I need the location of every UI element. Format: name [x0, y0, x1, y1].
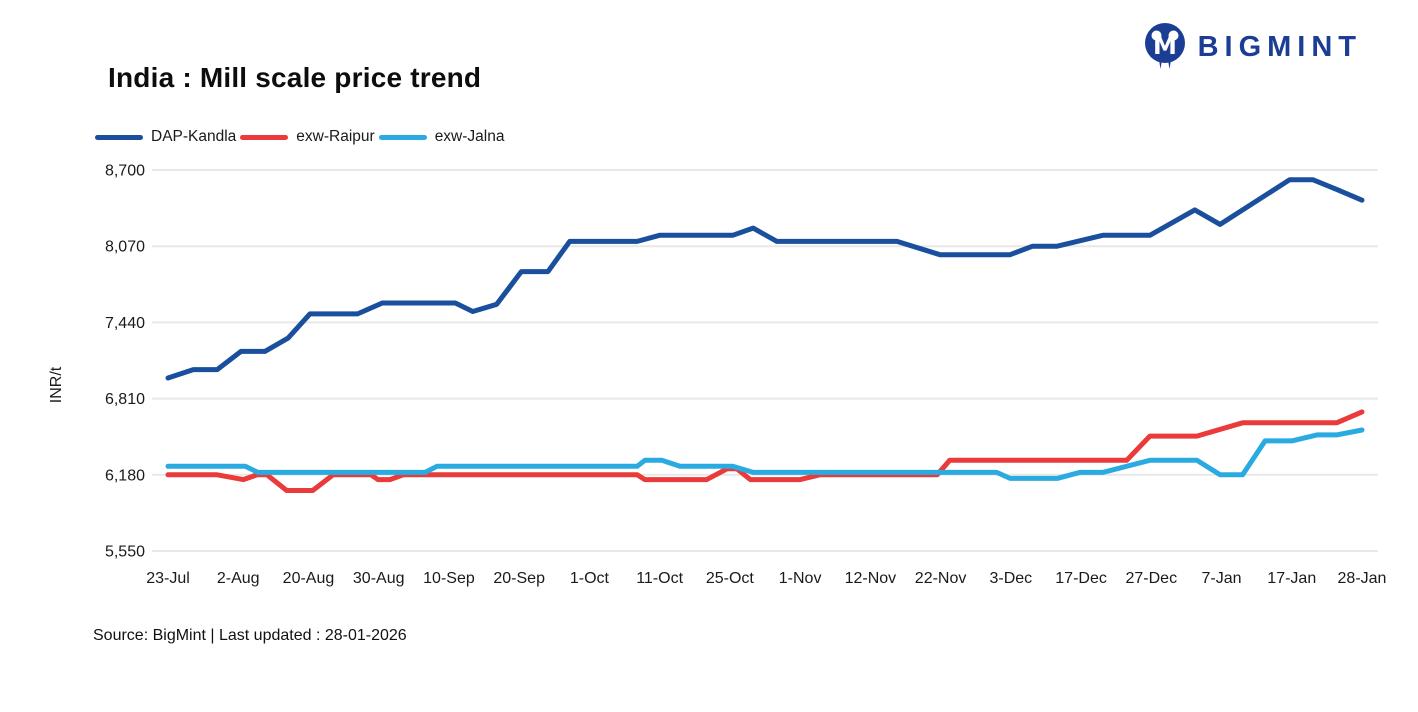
y-tick-label: 7,440	[105, 315, 145, 332]
x-tick-label: 10-Sep	[423, 570, 475, 587]
x-tick-label: 17-Jan	[1267, 570, 1316, 587]
legend-label: exw-Jalna	[434, 128, 505, 145]
legend-label: exw-Raipur	[296, 128, 375, 145]
y-tick-label: 5,550	[105, 544, 145, 561]
x-tick-label: 22-Nov	[915, 570, 967, 587]
x-tick-label: 3-Dec	[989, 570, 1032, 587]
x-tick-label: 12-Nov	[845, 570, 897, 587]
legend-label: DAP-Kandla	[151, 128, 237, 145]
y-tick-label: 6,180	[105, 467, 145, 484]
brand-name: BIGMINT	[1197, 30, 1362, 63]
x-tick-label: 11-Oct	[636, 570, 683, 587]
brand-logo: M BIGMINT	[1142, 22, 1362, 72]
x-tick-label: 25-Oct	[706, 570, 755, 587]
chart-legend: DAP-Kandla exw-Raipur exw-Jalna	[95, 128, 508, 146]
x-tick-label: 23-Jul	[146, 570, 190, 587]
source-note: Source: BigMint | Last updated : 28-01-2…	[93, 627, 407, 644]
x-tick-label: 27-Dec	[1126, 570, 1178, 587]
x-tick-label: 7-Jan	[1202, 570, 1242, 587]
x-tick-label: 20-Sep	[493, 570, 545, 587]
x-tick-label: 17-Dec	[1055, 570, 1107, 587]
y-tick-label: 8,070	[105, 239, 145, 256]
legend-item-exw-jalna[interactable]: exw-Jalna	[378, 128, 505, 146]
x-tick-label: 1-Oct	[570, 570, 610, 587]
y-tick-label: 8,700	[105, 163, 145, 180]
y-tick-label: 6,810	[105, 391, 145, 408]
series-line-exw-raipur	[165, 409, 1365, 493]
series-line-exw-jalna	[165, 427, 1365, 481]
series-line-dap-kandla	[165, 177, 1365, 381]
legend-swatch-dap-kandla	[95, 134, 143, 140]
x-tick-label: 1-Nov	[779, 570, 822, 587]
legend-swatch-exw-raipur	[240, 134, 289, 140]
legend-swatch-exw-jalna	[378, 134, 427, 140]
y-axis-title: INR/t	[48, 366, 65, 404]
x-tick-label: 28-Jan	[1338, 570, 1387, 587]
legend-item-dap-kandla[interactable]: DAP-Kandla	[95, 128, 236, 146]
x-tick-label: 30-Aug	[353, 570, 405, 587]
x-tick-label: 2-Aug	[217, 570, 260, 587]
bigmint-logo-icon: M	[1144, 23, 1185, 69]
x-tick-label: 20-Aug	[283, 570, 335, 587]
page-title: India : Mill scale price trend	[108, 62, 482, 93]
legend-item-exw-raipur[interactable]: exw-Raipur	[240, 128, 375, 146]
